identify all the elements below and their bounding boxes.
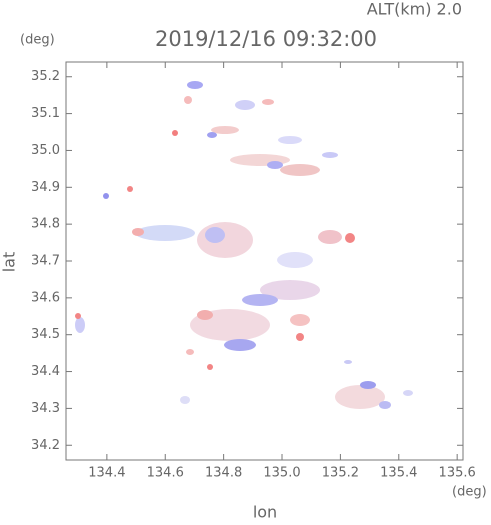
- y-tick-label: 35.1: [31, 106, 60, 121]
- subtitle: ALT(km) 2.0: [367, 0, 462, 19]
- y-tick-label: 34.2: [31, 438, 60, 453]
- x-tick-label: 134.4: [88, 466, 125, 481]
- y-axis-title: lat: [0, 252, 19, 273]
- plot-frame: [65, 61, 464, 461]
- x-tick-label: 135.4: [380, 466, 417, 481]
- y-tick-label: 35.0: [31, 143, 60, 158]
- x-unit: (deg): [452, 485, 487, 500]
- y-unit: (deg): [20, 33, 55, 48]
- y-tick-label: 34.3: [31, 401, 60, 416]
- y-tick-label: 34.4: [31, 364, 60, 379]
- y-tick-label: 34.5: [31, 327, 60, 342]
- chart-title: 2019/12/16 09:32:00: [155, 27, 377, 51]
- y-tick-label: 34.8: [31, 217, 60, 232]
- x-axis-title: lon: [253, 503, 277, 522]
- y-tick-label: 34.9: [31, 180, 60, 195]
- x-tick-label: 134.8: [205, 466, 242, 481]
- y-tick-label: 35.2: [31, 69, 60, 84]
- x-tick-label: 135.0: [263, 466, 300, 481]
- x-tick-label: 135.6: [439, 466, 476, 481]
- y-tick-label: 34.6: [31, 290, 60, 305]
- x-tick-label: 134.6: [147, 466, 184, 481]
- x-tick-label: 135.2: [322, 466, 359, 481]
- echo-field: [75, 81, 413, 409]
- y-tick-label: 34.7: [31, 254, 60, 269]
